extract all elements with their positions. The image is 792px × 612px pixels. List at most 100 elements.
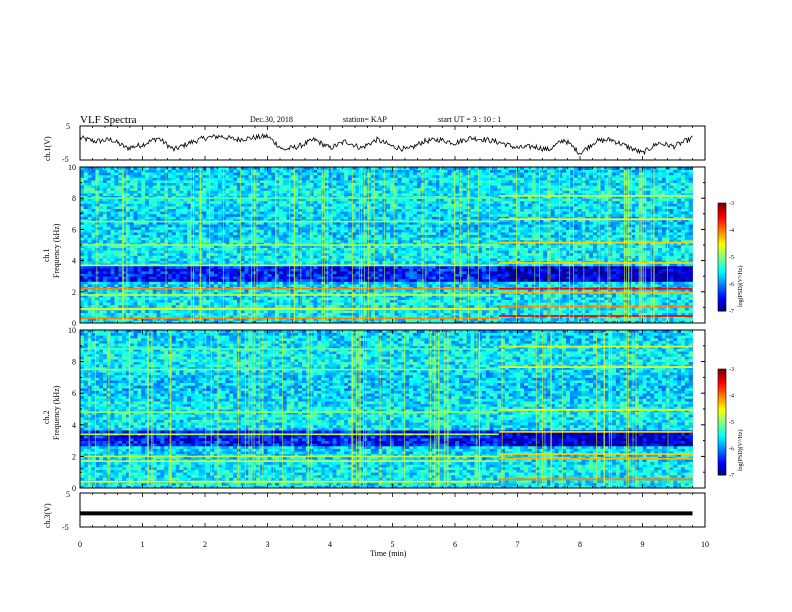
spectrogram-cell	[635, 278, 640, 282]
spectrogram-cell	[95, 278, 100, 282]
spectrogram-cell	[110, 297, 115, 300]
spectrogram-cell	[543, 289, 548, 293]
spectrogram-cell	[654, 245, 659, 248]
spectrogram-cell	[443, 265, 448, 269]
spectrogram-cell	[493, 278, 498, 282]
spectrogram-cell	[183, 297, 188, 300]
spectrogram-cell	[658, 263, 663, 267]
spectrogram-cell	[677, 307, 682, 311]
spectrogram-cell	[527, 271, 533, 274]
spectrogram-cell	[328, 276, 334, 280]
spectrogram-cell	[191, 297, 196, 300]
spectrogram-cell	[102, 245, 108, 248]
spectrogram-cell	[478, 245, 483, 248]
spectrogram-cell	[229, 258, 234, 261]
spectrogram-cell	[282, 312, 288, 316]
spectrogram-cell	[279, 317, 284, 321]
spectrogram-cell	[259, 273, 265, 277]
spectrogram-cell	[244, 252, 249, 256]
spectrogram-cell	[474, 294, 479, 298]
spectrogram-cell	[585, 294, 590, 298]
spectrogram-cell	[187, 273, 192, 277]
spectrogram-cell	[141, 315, 146, 319]
spectrogram-cell	[669, 297, 674, 300]
spectrogram-cell	[290, 310, 295, 313]
spectrogram-cell	[615, 265, 621, 269]
spectrogram-cell	[443, 260, 448, 264]
spectrogram-cell	[374, 250, 379, 254]
spectrogram-cell	[302, 242, 307, 246]
spectrogram-cell	[102, 302, 108, 306]
spectrogram-cell	[635, 294, 640, 298]
spectrogram-cell	[305, 273, 311, 277]
spectrogram-cell	[405, 245, 410, 248]
spectrogram-cell	[275, 242, 280, 246]
spectrogram-cell	[340, 247, 345, 251]
spectrogram-cell	[259, 252, 265, 256]
spectrogram-cell	[213, 260, 219, 264]
spectrogram-cell	[386, 320, 391, 324]
spectrogram-cell	[168, 247, 173, 251]
spectrogram-cell	[570, 281, 575, 285]
spectrogram-cell	[351, 310, 357, 313]
spectrogram-cell	[535, 281, 540, 285]
spectrogram-cell	[279, 278, 284, 282]
spectrogram-cell	[152, 289, 157, 293]
spectrogram-cell	[504, 250, 510, 254]
spectrogram-cell	[321, 258, 326, 261]
spectrogram-cell	[355, 276, 360, 280]
spectrogram-cell	[612, 263, 617, 267]
spectrogram-cell	[106, 265, 112, 269]
spectrogram-cell	[428, 294, 433, 298]
spectrogram-cell	[478, 255, 483, 259]
spectrogram-cell	[309, 302, 314, 306]
spectrogram-cell	[658, 278, 663, 282]
spectrogram-cell	[148, 304, 154, 308]
spectrogram-cell	[661, 247, 667, 251]
spectrogram-cell	[91, 268, 96, 272]
spectrogram-cell	[248, 284, 253, 287]
spectrogram-cell	[175, 320, 180, 324]
spectrogram-cell	[378, 245, 383, 248]
spectrogram-cell	[168, 239, 173, 243]
spectrogram-cell	[401, 289, 406, 293]
spectrogram-cell	[279, 276, 284, 280]
spectrogram-cell	[236, 302, 242, 306]
spectrogram-cell	[305, 242, 311, 246]
spectrogram-cell	[114, 281, 119, 285]
spectrogram-cell	[194, 294, 200, 298]
spectrogram-cell	[635, 276, 640, 280]
spectrogram-cell	[351, 268, 357, 272]
spectrogram-cell	[187, 317, 192, 321]
spectrogram-cell	[600, 278, 605, 282]
spectrogram-cell	[91, 284, 96, 287]
spectrogram-cell	[416, 302, 422, 306]
spectrogram-cell	[87, 247, 92, 251]
spectrogram-cell	[612, 289, 617, 293]
spectrogram-cell	[83, 276, 89, 280]
spectrogram-cell	[570, 252, 575, 256]
spectrogram-cell	[351, 281, 357, 285]
spectrogram-cell	[416, 320, 422, 324]
spectrogram-cell	[451, 276, 456, 280]
spectrogram-cell	[688, 302, 693, 306]
spectrogram-cell	[436, 310, 441, 313]
spectrogram-cell	[122, 310, 127, 313]
spectrogram-cell	[305, 297, 311, 300]
spectrogram-cell	[439, 297, 445, 300]
spectrogram-cell	[562, 294, 567, 298]
spectrogram-cell	[175, 242, 180, 246]
figure-title: VLF Spectra	[80, 114, 137, 126]
spectrogram-cell	[95, 312, 100, 316]
spectrogram-cell	[615, 299, 621, 303]
spectrogram-cell	[263, 265, 268, 269]
spectrogram-cell	[619, 268, 624, 272]
spectrogram-cell	[573, 242, 579, 246]
spectrogram-cell	[275, 312, 280, 316]
spectrogram-cell	[451, 278, 456, 282]
spectrogram-cell	[282, 315, 288, 319]
spectrogram-cell	[175, 284, 180, 287]
spectrogram-cell	[129, 250, 134, 254]
spectrogram-cell	[344, 315, 349, 319]
spectrogram-cell	[554, 302, 559, 306]
